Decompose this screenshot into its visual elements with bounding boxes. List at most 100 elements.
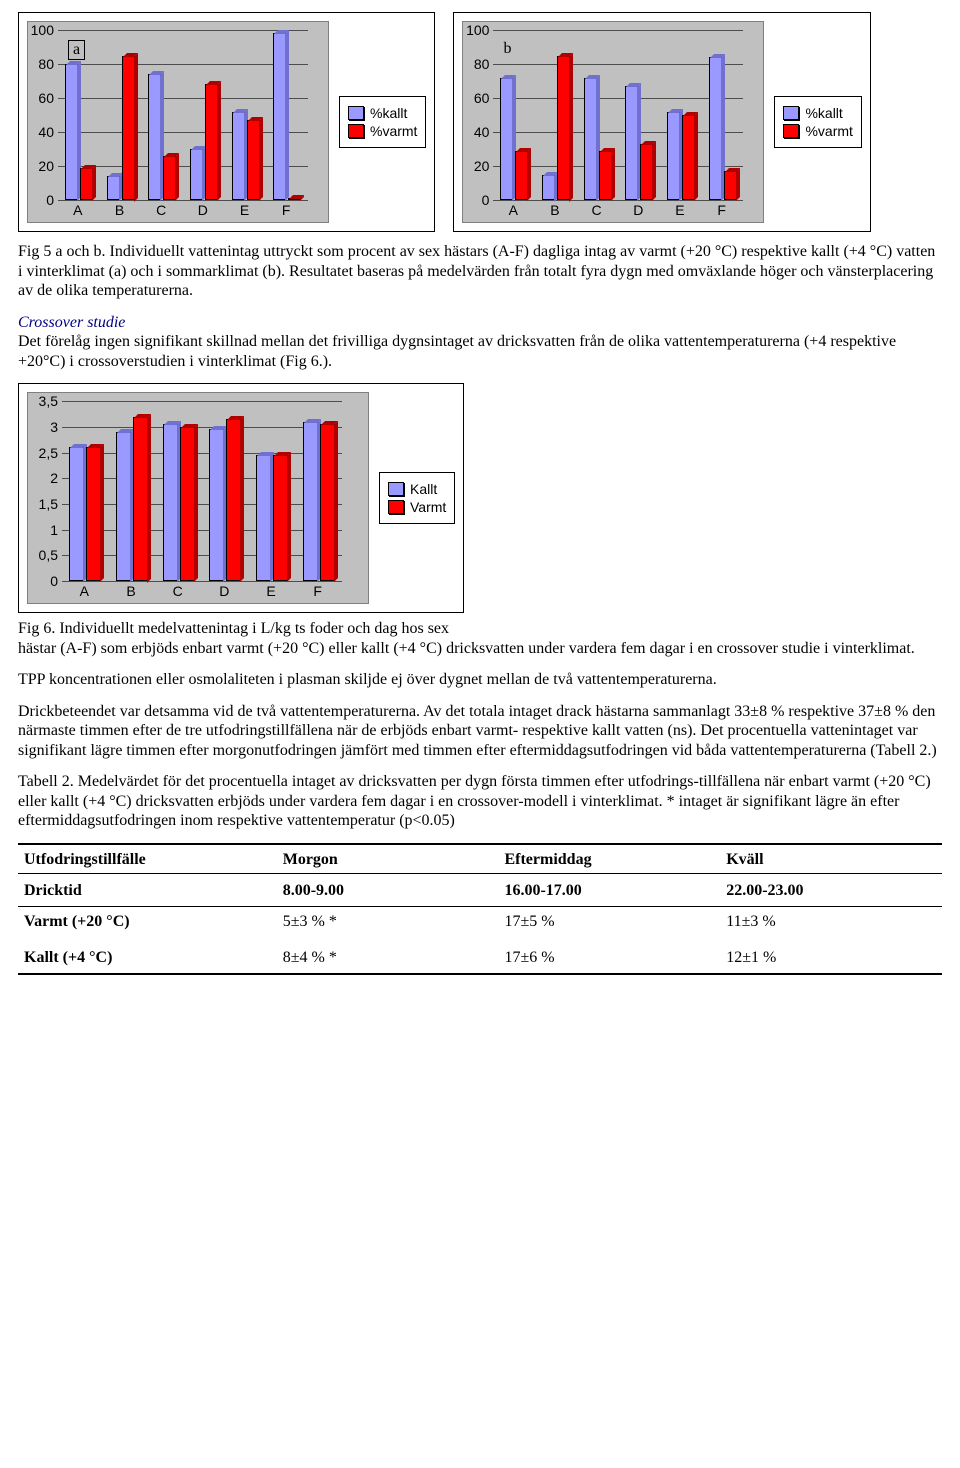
table-cell: 16.00-17.00 [498, 880, 720, 902]
y-tick-label: 60 [474, 90, 494, 106]
legend-item-varmt: %varmt [783, 123, 852, 139]
fig5-panel-b: 020406080100ABCDEF b %kallt %varmt [453, 12, 870, 232]
fig6-caption: Fig 6. Individuellt medelvattenintag i L… [18, 619, 942, 658]
bar [273, 33, 286, 200]
y-tick-label: 100 [466, 22, 493, 38]
gridline [62, 530, 342, 531]
bar [190, 149, 203, 200]
table-row: Kallt (+4 °C)8±4 % *17±6 %12±1 % [18, 947, 942, 969]
bar [107, 176, 120, 200]
gridline [493, 200, 743, 201]
table-cell: 8.00-9.00 [277, 880, 499, 902]
gridline [493, 64, 743, 65]
legend-swatch-kallt [388, 482, 404, 496]
bar [584, 78, 597, 200]
x-tick-label: B [550, 200, 559, 218]
fig6-legend: Kallt Varmt [379, 472, 455, 524]
y-tick-label: 0 [50, 573, 62, 589]
table-body: Varmt (+20 °C)5±3 % *17±5 %11±3 %Kallt (… [18, 911, 942, 969]
crossover-heading: Crossover studie [18, 314, 125, 331]
bar [65, 64, 78, 200]
bar [599, 151, 612, 200]
gridline [58, 64, 308, 65]
legend-item-kallt: %kallt [348, 105, 417, 121]
table-header-cell: Morgon [277, 849, 499, 871]
table-rule [18, 906, 942, 907]
fig5a-legend: %kallt %varmt [339, 96, 426, 148]
bar [256, 455, 271, 581]
crossover-para: Crossover studie Det förelåg ingen signi… [18, 313, 942, 372]
bar [163, 156, 176, 200]
paragraph-drick: Drickbeteendet var detsamma vid de två v… [18, 702, 942, 761]
table-rule [18, 873, 942, 874]
table-cell: 11±3 % [720, 911, 942, 933]
legend-item-kallt: Kallt [388, 481, 446, 497]
legend-item-kallt: %kallt [783, 105, 852, 121]
bar [320, 424, 335, 581]
x-tick-label: A [509, 200, 518, 218]
y-tick-label: 80 [474, 56, 494, 72]
y-tick-label: 1 [50, 522, 62, 538]
table-header-cell: Utfodringstillfälle [18, 849, 277, 871]
legend-label: %varmt [805, 123, 852, 139]
bar [625, 86, 638, 200]
x-tick-label: A [80, 581, 89, 599]
bar [163, 424, 178, 581]
bar [667, 112, 680, 200]
x-tick-label: F [717, 200, 726, 218]
bar [724, 171, 737, 200]
legend-label: %kallt [370, 105, 407, 121]
x-tick-label: E [675, 200, 684, 218]
fig5b-legend: %kallt %varmt [774, 96, 861, 148]
y-tick-label: 40 [38, 124, 58, 140]
gridline [493, 30, 743, 31]
y-tick-label: 80 [38, 56, 58, 72]
y-tick-label: 0 [46, 192, 58, 208]
bar [682, 115, 695, 200]
gridline [62, 581, 342, 582]
legend-swatch-varmt [783, 124, 799, 138]
legend-label: %varmt [370, 123, 417, 139]
table-cell: 17±6 % [498, 947, 720, 969]
table-cell: 12±1 % [720, 947, 942, 969]
bar [180, 427, 195, 581]
y-tick-label: 1,5 [39, 496, 62, 512]
bar [542, 175, 555, 201]
gridline [493, 132, 743, 133]
x-tick-label: D [633, 200, 643, 218]
table-header-row: UtfodringstillfälleMorgonEftermiddagKväl… [18, 849, 942, 871]
gridline [62, 427, 342, 428]
bar [226, 419, 241, 581]
bar [122, 56, 135, 201]
legend-label: Varmt [410, 499, 446, 515]
y-tick-label: 60 [38, 90, 58, 106]
legend-item-varmt: Varmt [388, 499, 446, 515]
x-tick-label: D [219, 581, 229, 599]
bar [69, 447, 84, 581]
y-tick-label: 20 [38, 158, 58, 174]
fig6-chart: 00,511,522,533,5ABCDEF [27, 392, 369, 604]
x-tick-label: A [73, 200, 82, 218]
x-tick-label: D [198, 200, 208, 218]
gridline [58, 30, 308, 31]
y-tick-label: 100 [31, 22, 58, 38]
x-tick-label: C [156, 200, 166, 218]
y-tick-label: 0,5 [39, 547, 62, 563]
bar [133, 417, 148, 582]
bar [232, 112, 245, 200]
table-cell: Varmt (+20 °C) [18, 911, 277, 933]
gridline [58, 98, 308, 99]
x-tick-label: B [115, 200, 124, 218]
x-tick-label: F [313, 581, 322, 599]
legend-label: Kallt [410, 481, 437, 497]
bar [303, 422, 318, 581]
bar [247, 120, 260, 200]
bar [640, 144, 653, 200]
fig6-panel: 00,511,522,533,5ABCDEF Kallt Varmt [18, 383, 464, 613]
fig5-chart-b: 020406080100ABCDEF b [462, 21, 764, 223]
gridline [62, 555, 342, 556]
fig5-panel-a: 020406080100ABCDEF a %kallt %varmt [18, 12, 435, 232]
y-tick-label: 3,5 [39, 393, 62, 409]
x-tick-label: C [592, 200, 602, 218]
panel-a-letter: a [68, 40, 85, 60]
